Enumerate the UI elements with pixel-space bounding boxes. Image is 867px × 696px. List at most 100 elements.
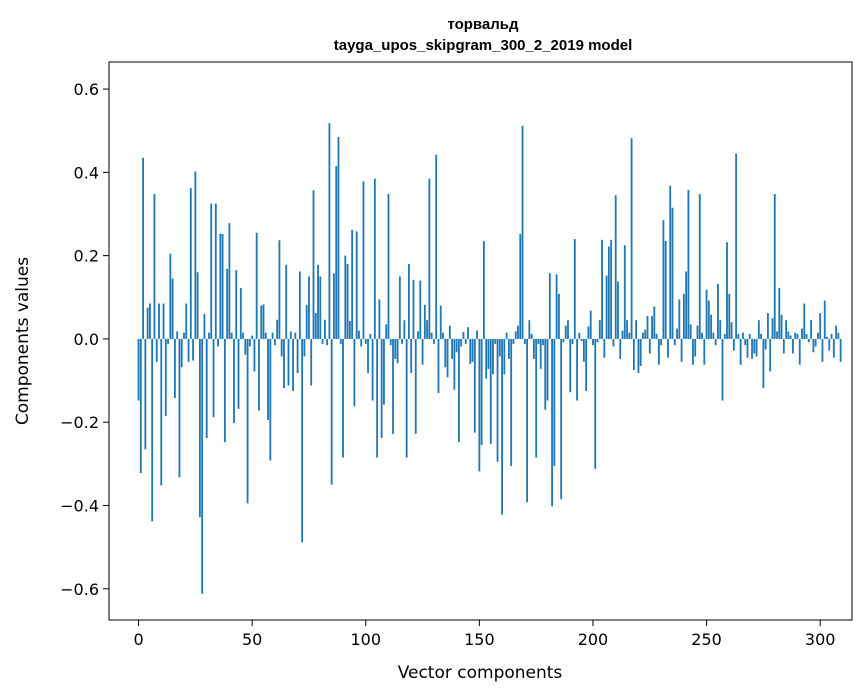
y-tick-label: 0.6 xyxy=(74,80,99,99)
bar xyxy=(146,307,149,339)
bar xyxy=(198,338,201,518)
bar xyxy=(478,338,481,472)
bar xyxy=(551,338,553,507)
bar xyxy=(267,338,269,421)
bar xyxy=(201,338,204,594)
bar xyxy=(321,338,324,344)
bar xyxy=(151,338,154,522)
bar xyxy=(573,238,576,339)
bar xyxy=(812,338,815,353)
bar xyxy=(669,185,672,339)
bar xyxy=(255,232,258,339)
bar xyxy=(748,333,751,339)
bar xyxy=(805,333,808,339)
bar xyxy=(662,220,665,339)
bar xyxy=(476,330,478,339)
bar xyxy=(519,233,522,339)
bar xyxy=(444,338,447,368)
bar xyxy=(212,338,215,418)
bar xyxy=(610,239,613,339)
bar xyxy=(517,325,519,339)
bar xyxy=(185,303,188,339)
bar xyxy=(460,338,463,347)
bar xyxy=(701,332,703,339)
bar xyxy=(821,338,824,362)
bar xyxy=(832,338,835,358)
bar xyxy=(308,276,310,339)
bar xyxy=(510,338,513,466)
bar xyxy=(371,338,374,401)
x-tick-label: 300 xyxy=(805,630,836,649)
bar xyxy=(448,325,451,339)
bar xyxy=(148,303,151,339)
bar xyxy=(835,325,838,339)
bar xyxy=(242,332,244,339)
y-axis-ticks: −0.6 −0.4 −0.2 0.0 0.2 0.4 0.6 xyxy=(60,80,109,599)
y-tick-label: −0.2 xyxy=(60,413,99,432)
bar xyxy=(173,338,176,399)
bar xyxy=(351,229,354,339)
x-tick-label: 150 xyxy=(464,630,495,649)
bar xyxy=(303,338,306,357)
bar xyxy=(296,338,299,374)
bar xyxy=(735,153,738,339)
bar xyxy=(837,332,840,339)
bar xyxy=(208,332,210,339)
bar xyxy=(548,273,551,339)
bar xyxy=(339,338,342,344)
y-tick-label: −0.6 xyxy=(60,580,99,599)
bar xyxy=(317,264,319,339)
bar xyxy=(689,324,692,339)
bar xyxy=(798,338,801,365)
bar xyxy=(428,178,431,339)
bar xyxy=(505,332,508,339)
bar xyxy=(217,338,219,347)
bar xyxy=(344,255,347,339)
bar xyxy=(721,338,724,401)
bar xyxy=(746,338,749,358)
bar xyxy=(210,203,213,339)
bar xyxy=(230,332,233,339)
bar xyxy=(782,338,785,354)
bar xyxy=(589,310,592,339)
bar xyxy=(358,330,360,339)
bar xyxy=(392,338,394,434)
bar xyxy=(158,303,160,339)
bar xyxy=(483,241,485,339)
bar xyxy=(346,263,349,339)
bar xyxy=(501,338,503,515)
bar xyxy=(164,338,167,416)
bar xyxy=(632,338,635,371)
bar xyxy=(262,304,265,339)
x-tick-label: 200 xyxy=(578,630,609,649)
bar xyxy=(676,328,678,339)
bar xyxy=(342,338,344,458)
bar xyxy=(560,338,563,500)
bar xyxy=(796,333,799,339)
bar xyxy=(233,338,235,424)
bar xyxy=(471,338,474,362)
bar xyxy=(458,338,460,443)
bar xyxy=(696,325,699,339)
bar xyxy=(480,338,483,446)
bar xyxy=(473,338,476,433)
bar xyxy=(319,276,322,339)
bar xyxy=(253,338,256,372)
bar xyxy=(239,288,242,339)
bar xyxy=(389,338,392,346)
bar xyxy=(707,300,710,339)
bar xyxy=(762,338,765,389)
bar xyxy=(694,338,697,357)
bar xyxy=(514,331,517,339)
bar xyxy=(801,328,803,339)
bar xyxy=(657,338,660,365)
bar xyxy=(532,338,535,359)
bar xyxy=(451,338,454,359)
bar xyxy=(553,338,556,466)
bar xyxy=(646,316,649,339)
bar xyxy=(192,338,194,361)
bar xyxy=(153,194,156,339)
bar xyxy=(453,338,456,390)
bar xyxy=(385,324,388,339)
